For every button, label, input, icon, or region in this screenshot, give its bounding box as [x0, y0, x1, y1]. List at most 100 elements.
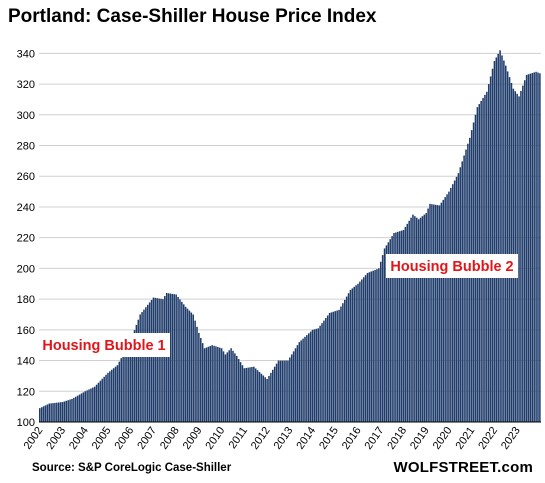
bar: [56, 402, 58, 422]
brand-logo[interactable]: WOLFSTREET.com: [393, 459, 533, 476]
bar: [194, 320, 196, 422]
bar: [450, 187, 452, 422]
bar: [330, 312, 333, 422]
bar: [110, 369, 113, 422]
bar: [116, 365, 119, 422]
y-tick-label: 280: [17, 141, 35, 153]
bar: [192, 314, 194, 422]
bar: [319, 325, 321, 422]
bar: [461, 161, 463, 422]
bar: [385, 245, 388, 422]
bar: [285, 360, 287, 422]
bar: [107, 372, 109, 422]
bar: [362, 277, 365, 422]
bar: [323, 320, 325, 422]
bar: [438, 205, 441, 422]
bar: [469, 137, 471, 422]
bars-group: [39, 50, 541, 423]
bar: [209, 345, 212, 422]
bar: [410, 217, 412, 422]
bar: [230, 348, 232, 422]
y-tick-label: 120: [17, 386, 35, 398]
bar: [389, 239, 391, 422]
bar: [419, 217, 422, 422]
bar: [334, 311, 337, 422]
y-tick-labels: 100 120 140 160 180 200 220 240 260 280 300 320 340: [17, 48, 35, 429]
bar: [61, 402, 64, 422]
bar: [80, 393, 83, 422]
y-tick-label: 100: [17, 417, 35, 429]
bar: [154, 297, 157, 422]
bar: [340, 306, 342, 422]
annotations: Housing Bubble 1 Housing Bubble 2: [38, 254, 518, 357]
bar: [343, 299, 346, 422]
bar: [402, 230, 405, 422]
bar: [143, 309, 145, 422]
bar: [503, 60, 505, 422]
bar: [46, 404, 49, 422]
bar: [442, 199, 445, 422]
bar: [73, 397, 75, 422]
bar: [92, 387, 94, 422]
bar: [247, 367, 249, 422]
bar: [387, 242, 390, 422]
bar: [48, 403, 51, 422]
bar: [539, 73, 541, 422]
bar: [249, 367, 251, 422]
bar: [353, 286, 355, 422]
bar: [446, 194, 448, 422]
bar: [292, 351, 295, 422]
bar: [349, 289, 352, 422]
bar: [434, 204, 437, 422]
bar: [139, 314, 141, 422]
bar: [164, 296, 166, 422]
bar: [412, 214, 414, 422]
bar: [222, 351, 225, 422]
bar: [414, 216, 416, 422]
bar: [506, 71, 509, 422]
x-tick-label: 2022: [476, 425, 500, 452]
bar: [251, 367, 253, 422]
bar: [433, 204, 435, 422]
bar: [520, 90, 522, 423]
bar: [158, 298, 160, 422]
bar: [184, 306, 187, 422]
x-tick-label: 2019: [408, 425, 432, 452]
bar: [234, 353, 236, 422]
bar: [146, 304, 149, 422]
y-tick-label: 320: [17, 79, 35, 91]
y-tick-label: 260: [17, 171, 35, 183]
bar: [211, 345, 213, 422]
bar: [181, 301, 183, 422]
bar: [529, 73, 532, 422]
bar: [404, 226, 407, 422]
bar: [497, 53, 499, 423]
bar: [338, 309, 340, 422]
bar: [272, 369, 274, 422]
bar: [379, 261, 382, 422]
bar: [114, 366, 117, 422]
bar: [451, 184, 454, 422]
bar: [217, 347, 219, 422]
x-tick-label: 2021: [453, 425, 477, 452]
y-tick-label: 240: [17, 202, 35, 214]
bar: [44, 405, 47, 422]
bar: [448, 191, 450, 422]
x-tick-label: 2006: [113, 425, 137, 452]
bar: [78, 394, 81, 422]
bar: [408, 220, 410, 422]
bar: [95, 384, 98, 422]
bar: [336, 310, 338, 422]
bar: [489, 76, 492, 423]
bar: [351, 288, 354, 422]
bar: [279, 360, 282, 422]
bar: [160, 298, 162, 422]
bar: [525, 74, 528, 423]
bar: [84, 391, 86, 422]
bar: [82, 392, 85, 422]
bar: [162, 299, 164, 422]
bar: [67, 400, 69, 422]
bar: [289, 357, 291, 422]
